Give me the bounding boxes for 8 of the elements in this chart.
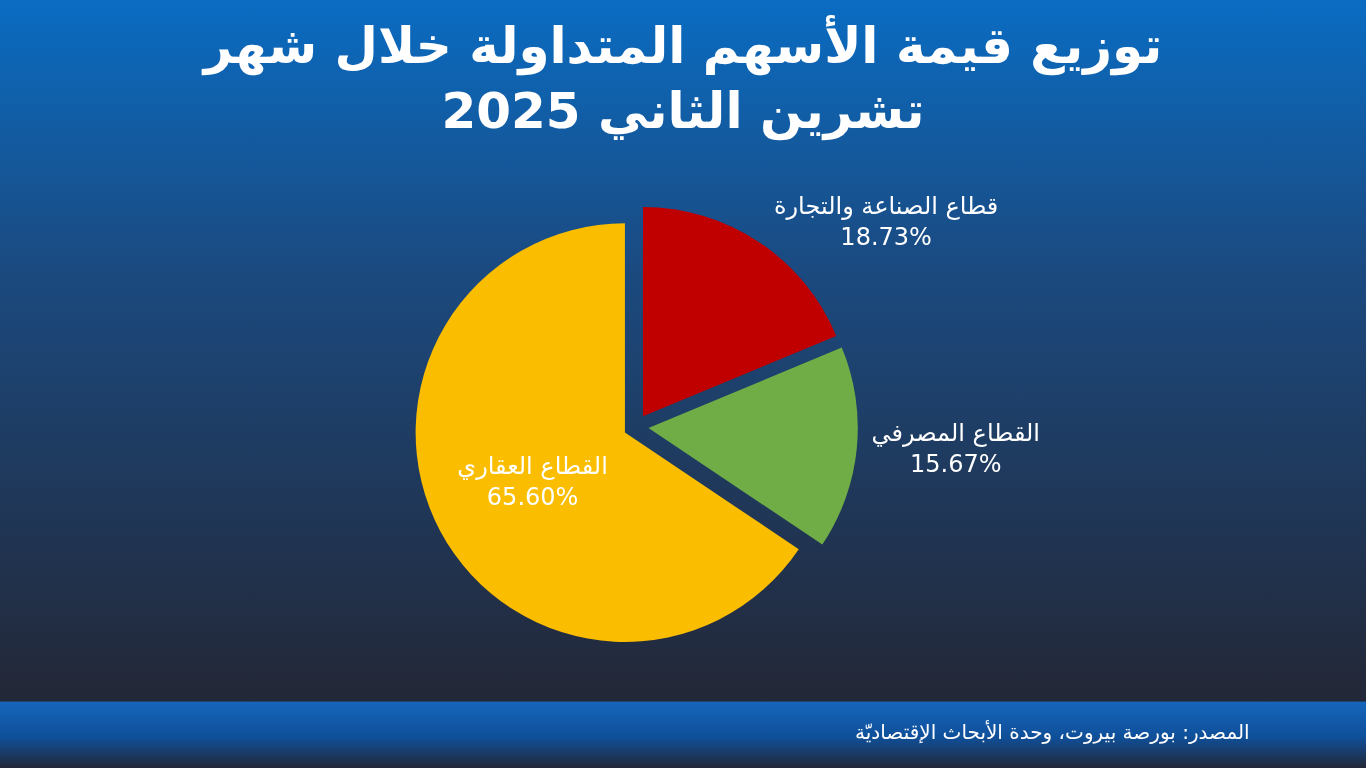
data-label: 18.73% xyxy=(840,223,932,252)
slice-label: القطاع المصرفي xyxy=(871,419,1041,448)
slice-label: القطاع العقاري xyxy=(457,452,608,481)
slice-label: قطاع الصناعة والتجارة xyxy=(773,192,999,221)
chart-title: توزيع قيمة الأسهم المتداولة خلال شهر تشرين الثاني 2025 xyxy=(200,14,1163,141)
text: المصدر: بورصة بيروت، وحدة الأبحاث الإقتصاديّة xyxy=(855,720,1250,744)
data-label: 65.60% xyxy=(486,483,579,512)
data-label: 15.67% xyxy=(910,450,1002,479)
